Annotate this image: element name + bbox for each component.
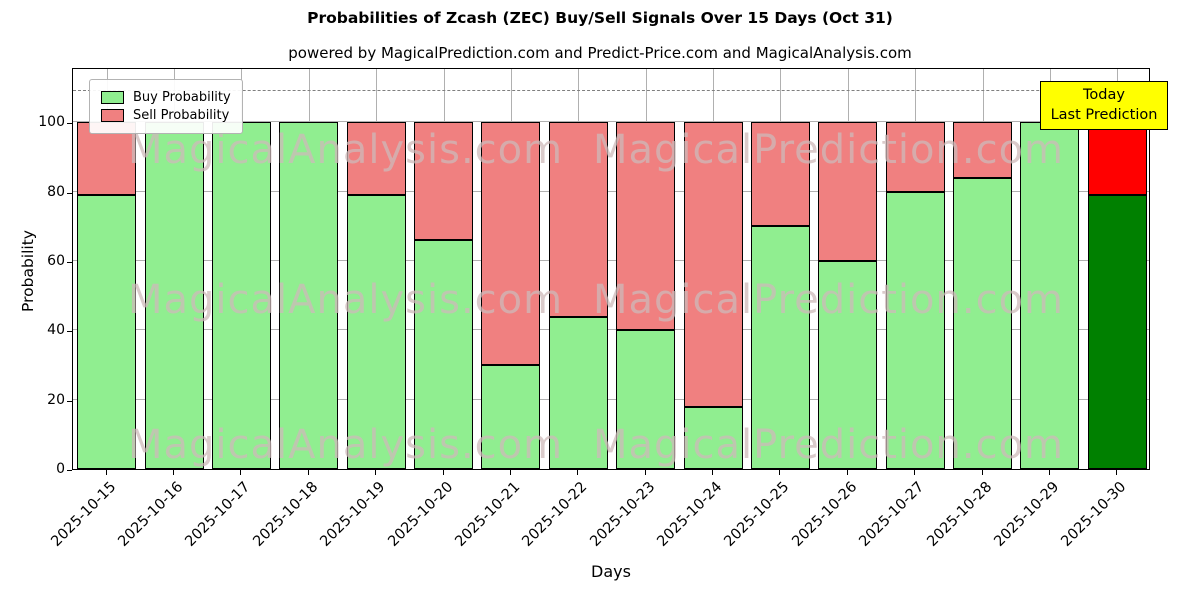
watermark-text: MagicalPrediction.com [593,127,1064,173]
y-tick-label: 100 [38,114,65,131]
y-tick-mark [67,192,72,194]
watermark-text: MagicalPrediction.com [593,422,1064,468]
x-tick-mark [375,470,377,475]
today-annotation-line1: Today [1083,87,1125,103]
y-tick-label: 60 [47,253,65,270]
x-tick-mark [577,470,579,475]
y-gridline [73,190,1149,192]
bar-segment [414,240,474,469]
x-tick-mark [240,470,242,475]
y-tick-mark [67,400,72,402]
watermark-text: MagicalAnalysis.com [128,127,564,173]
today-annotation: Today Last Prediction [1040,81,1168,130]
bar-segment [616,330,676,469]
x-tick-mark [173,470,175,475]
bar-segment [885,191,945,469]
bar-segment [414,122,474,241]
bar-segment [750,122,810,227]
y-tick-label: 0 [56,461,65,477]
legend-item: Sell Probability [101,108,231,123]
x-tick-mark [981,470,983,475]
bar-segment [818,261,878,469]
x-tick-mark [846,470,848,475]
legend-label: Buy Probability [133,90,231,105]
bar-segment [1087,195,1147,469]
chart-subtitle: powered by MagicalPrediction.com and Pre… [288,44,912,62]
bar-segment [683,406,743,469]
bar-segment [750,226,810,469]
bar-segment [279,122,339,469]
legend-label: Sell Probability [133,108,230,123]
bar-segment [481,122,541,366]
x-tick-mark [509,470,511,475]
bar-segment [144,122,204,469]
bar-segment [1020,122,1080,469]
x-axis-label: Days [591,562,631,581]
bar-segment [77,122,137,196]
x-tick-mark [307,470,309,475]
bar-segment [548,316,608,469]
legend-swatch-icon [101,91,124,104]
x-tick-mark [1048,470,1050,475]
y-gridline [73,260,1149,262]
y-tick-label: 80 [47,183,65,200]
y-gridline [73,329,1149,331]
y-tick-mark [67,123,72,125]
legend-swatch-icon [101,109,124,122]
x-tick-mark [914,470,916,475]
bar-segment [885,122,945,192]
legend-item: Buy Probability [101,90,231,105]
bar-segment [481,365,541,469]
x-tick-mark [779,470,781,475]
bar-segment [548,122,608,317]
threshold-dashed-line [73,89,1149,91]
bar-segment [1087,122,1147,196]
y-gridline [73,121,1149,123]
y-tick-mark [67,262,72,264]
watermark-text: MagicalAnalysis.com [128,277,564,323]
today-annotation-line2: Last Prediction [1050,107,1158,124]
bar-segment [953,177,1013,469]
y-gridline [73,398,1149,400]
y-axis-label: Probability [19,230,37,312]
y-tick-label: 20 [47,391,65,408]
bar-segment [211,122,271,469]
bar-segment [953,122,1013,178]
y-tick-mark [67,331,72,333]
plot-area: Buy Probability Sell Probability MagicalA… [72,68,1150,470]
watermark-text: MagicalPrediction.com [593,277,1064,323]
bar-segment [818,122,878,262]
bar-segment [616,122,676,331]
x-tick-mark [644,470,646,475]
bar-segment [77,195,137,469]
y-tick-label: 40 [47,322,65,339]
x-tick-mark [712,470,714,475]
y-tick-mark [67,470,72,471]
chart-title: Probabilities of Zcash (ZEC) Buy/Sell Si… [307,9,893,27]
bar-segment [346,195,406,469]
legend: Buy Probability Sell Probability [89,79,243,134]
x-tick-mark [1116,470,1118,475]
bar-segment [346,122,406,196]
watermark-text: MagicalAnalysis.com [128,422,564,468]
bar-segment [683,122,743,407]
x-tick-mark [105,470,107,475]
x-tick-mark [442,470,444,475]
